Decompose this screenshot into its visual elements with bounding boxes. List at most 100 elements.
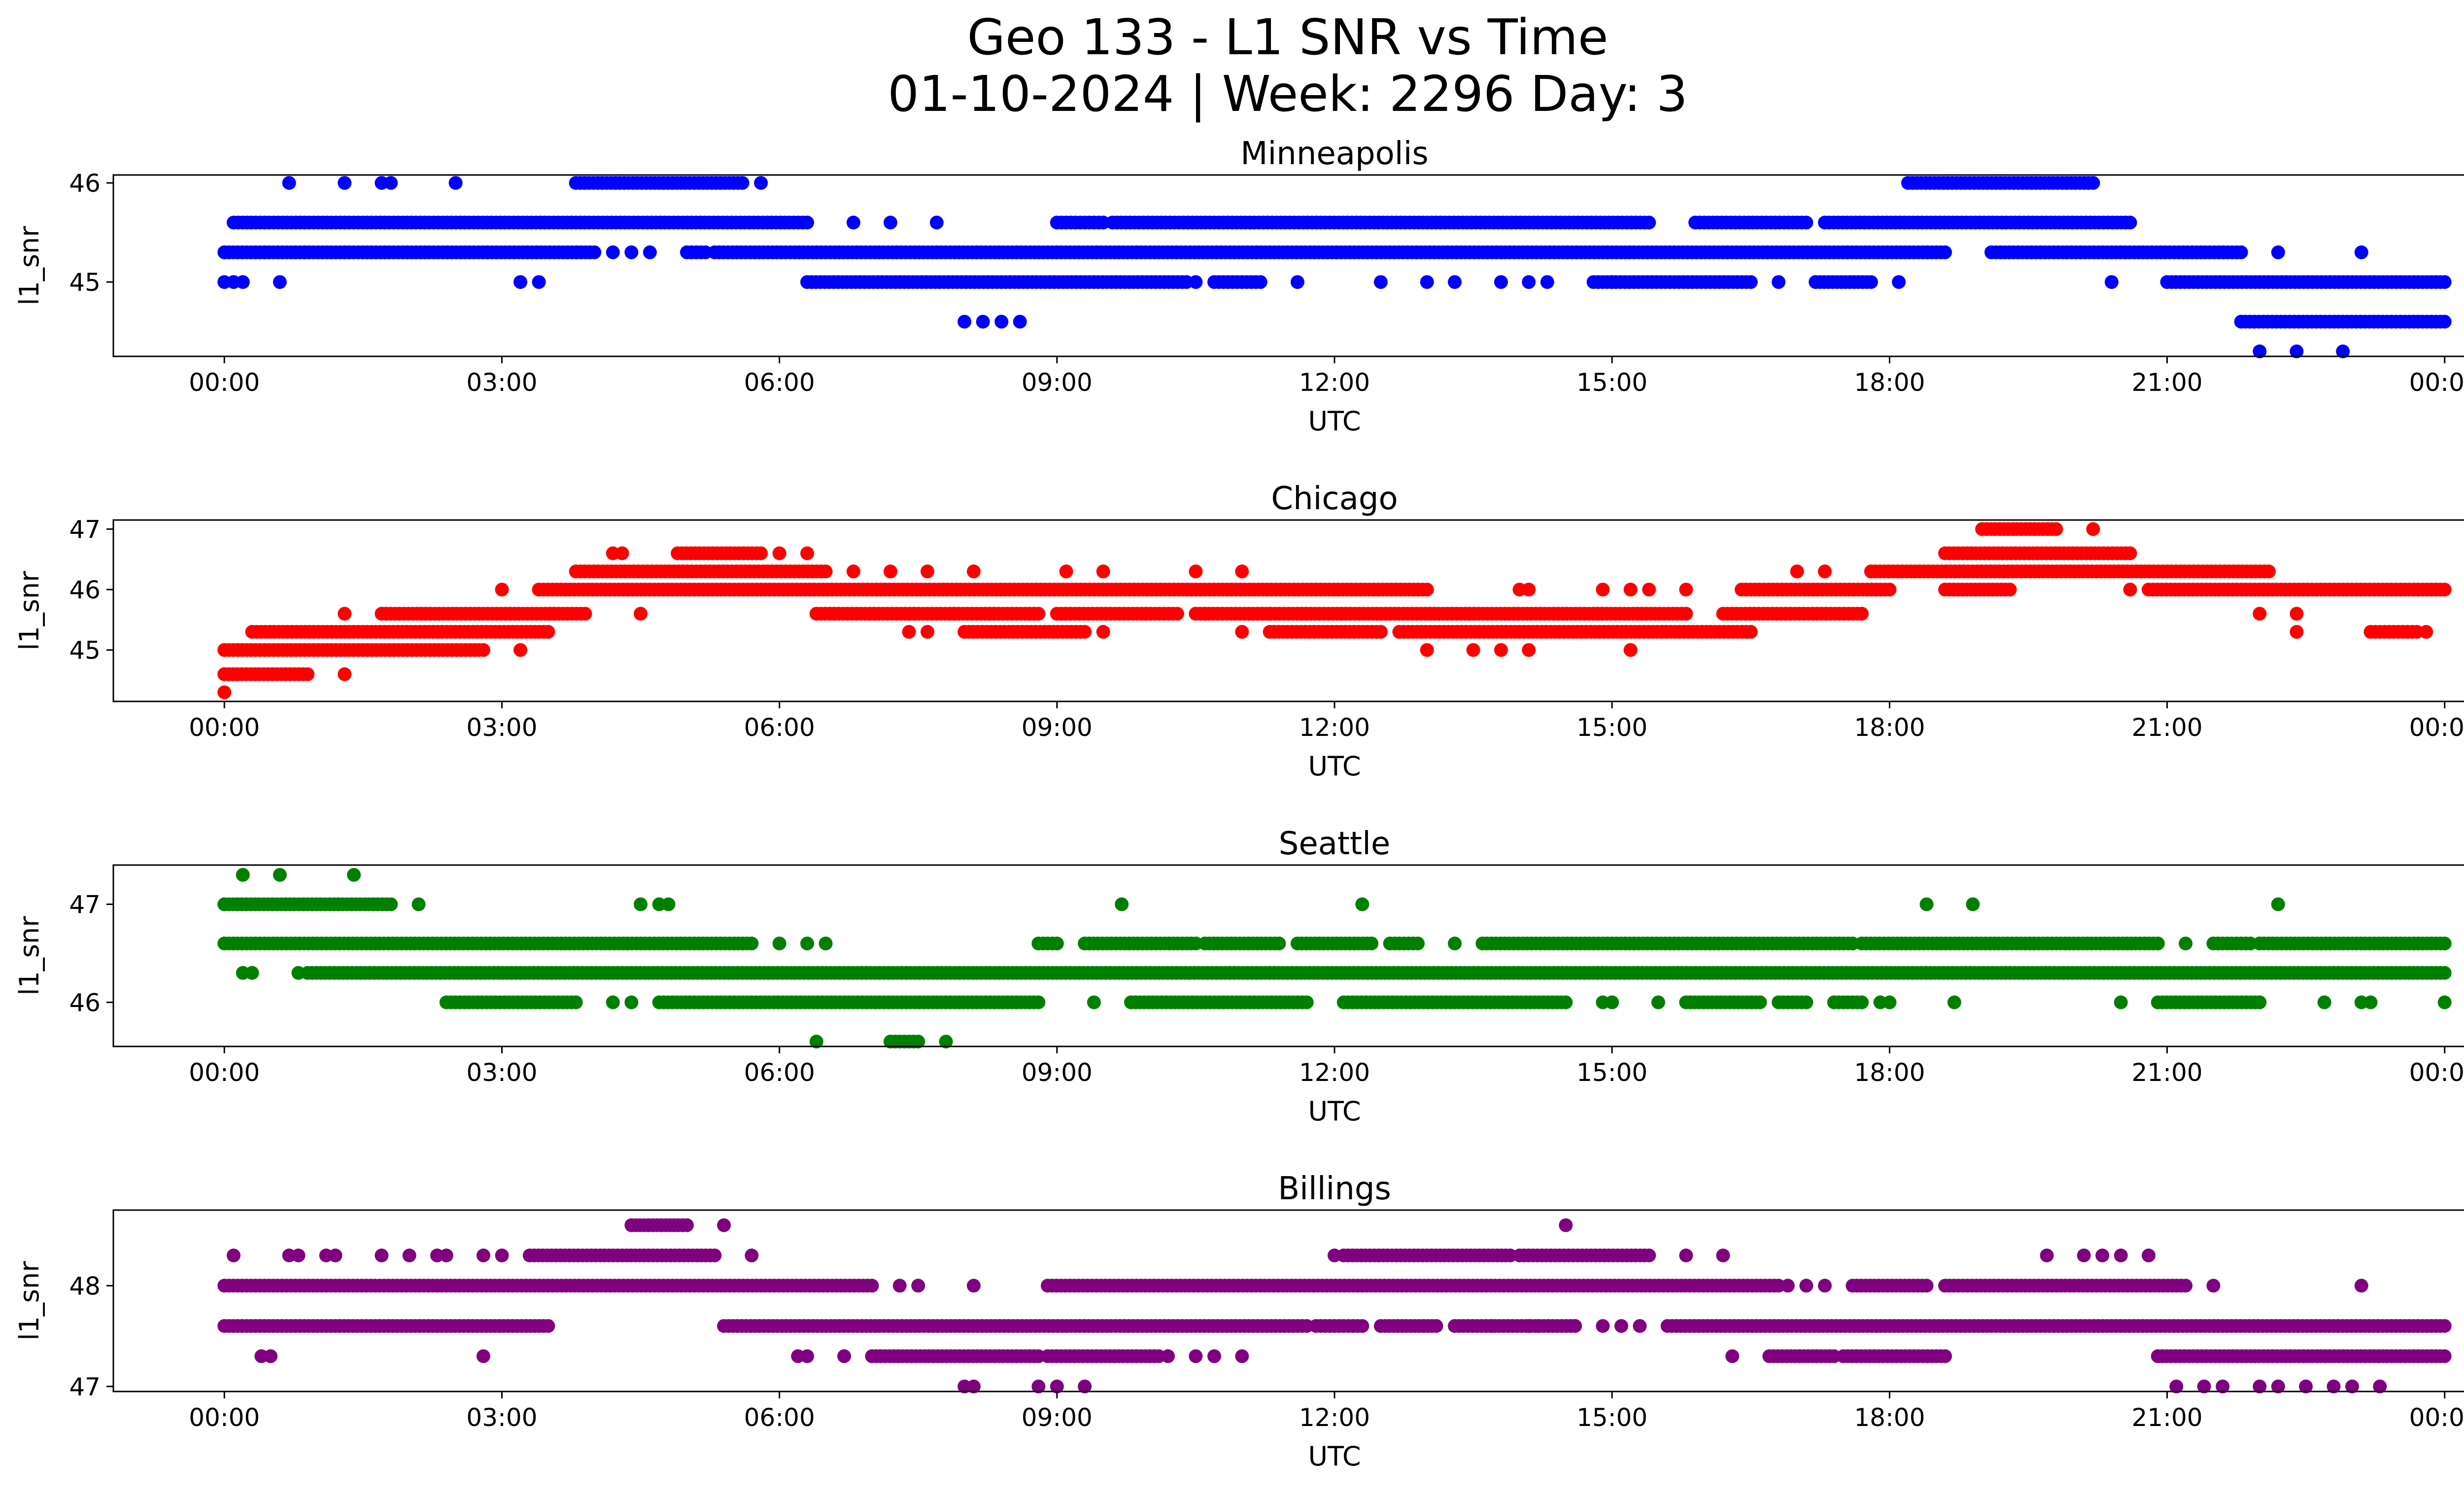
data-point bbox=[2169, 1379, 2184, 1393]
data-point bbox=[865, 1279, 879, 1293]
y-tick-label: 46 bbox=[69, 988, 101, 1017]
x-tick-label: 12:00 bbox=[1299, 368, 1370, 397]
data-point bbox=[2123, 215, 2137, 230]
data-point bbox=[921, 564, 934, 579]
x-tick-label: 03:00 bbox=[466, 1403, 537, 1432]
data-point bbox=[338, 607, 352, 621]
data-point bbox=[1605, 995, 1619, 1009]
data-point bbox=[328, 1249, 342, 1262]
data-point bbox=[217, 685, 232, 699]
data-point bbox=[2437, 1319, 2452, 1333]
data-point bbox=[883, 215, 897, 230]
data-point bbox=[1864, 275, 1878, 289]
data-point bbox=[291, 966, 306, 980]
data-point bbox=[2437, 583, 2452, 597]
data-point bbox=[800, 215, 814, 230]
x-tick-label: 03:00 bbox=[466, 1058, 537, 1087]
data-point bbox=[1170, 607, 1184, 621]
data-point bbox=[966, 1279, 981, 1293]
data-point bbox=[1799, 995, 1814, 1009]
data-point bbox=[2206, 1279, 2221, 1293]
x-tick-label: 21:00 bbox=[2131, 713, 2202, 742]
data-point bbox=[1235, 625, 1249, 639]
data-point bbox=[2040, 1249, 2054, 1262]
data-point bbox=[384, 176, 398, 190]
data-point bbox=[1272, 937, 1286, 951]
data-point bbox=[1207, 1349, 1221, 1363]
data-point bbox=[2437, 275, 2452, 289]
data-point bbox=[291, 1249, 306, 1262]
data-point bbox=[1919, 1279, 1934, 1293]
data-point bbox=[2345, 1379, 2359, 1393]
data-point bbox=[1522, 275, 1536, 289]
data-point bbox=[2049, 522, 2063, 536]
x-tick-label: 00:00 bbox=[2409, 368, 2464, 397]
data-points bbox=[217, 1218, 2452, 1393]
data-point bbox=[819, 937, 833, 951]
data-point bbox=[513, 275, 527, 289]
data-point bbox=[411, 897, 426, 911]
data-point bbox=[338, 667, 352, 681]
data-point bbox=[2003, 583, 2017, 597]
y-axis-label: l1_snr bbox=[14, 916, 45, 996]
data-point bbox=[1429, 1319, 1443, 1333]
data-point bbox=[1096, 625, 1110, 639]
y-tick-label: 47 bbox=[69, 891, 101, 919]
data-point bbox=[1623, 643, 1638, 657]
data-point bbox=[1818, 564, 1832, 579]
data-point bbox=[1753, 995, 1767, 1009]
data-point bbox=[245, 966, 259, 980]
data-point bbox=[2234, 245, 2248, 259]
y-tick-label: 47 bbox=[69, 1373, 101, 1401]
data-point bbox=[800, 1349, 814, 1363]
figure-title-line2: 01-10-2024 | Week: 2296 Day: 3 bbox=[888, 65, 1687, 123]
data-point bbox=[624, 245, 639, 259]
data-point bbox=[1623, 583, 1638, 597]
data-point bbox=[227, 1249, 240, 1262]
data-point bbox=[643, 245, 657, 259]
data-point bbox=[1411, 937, 1425, 951]
data-point bbox=[1373, 275, 1388, 289]
x-tick-label: 18:00 bbox=[1854, 1058, 1925, 1087]
data-point bbox=[745, 937, 759, 951]
data-point bbox=[2179, 937, 2193, 951]
data-point bbox=[929, 215, 944, 230]
x-tick-label: 06:00 bbox=[744, 368, 815, 397]
data-point bbox=[2373, 1379, 2387, 1393]
subplot-title: Minneapolis bbox=[1240, 136, 1428, 172]
data-point bbox=[236, 275, 250, 289]
data-point bbox=[1161, 1349, 1175, 1363]
x-tick-label: 09:00 bbox=[1022, 713, 1093, 742]
y-axis-label: l1_snr bbox=[14, 571, 45, 651]
data-point bbox=[1855, 995, 1869, 1009]
data-point bbox=[2197, 1379, 2211, 1393]
data-point bbox=[1096, 564, 1110, 579]
data-point bbox=[1078, 1379, 1092, 1393]
data-point bbox=[1355, 1319, 1369, 1333]
y-tick-label: 46 bbox=[69, 169, 101, 198]
x-axis-label: UTC bbox=[1308, 1441, 1361, 1472]
data-point bbox=[1919, 897, 1934, 911]
data-point bbox=[1679, 1249, 1693, 1262]
figure-title-line1: Geo 133 - L1 SNR vs Time bbox=[967, 8, 1608, 66]
x-tick-label: 00:00 bbox=[189, 368, 260, 397]
data-point bbox=[1882, 995, 1897, 1009]
data-point bbox=[1031, 607, 1046, 621]
data-point bbox=[2216, 1379, 2230, 1393]
data-point bbox=[1189, 275, 1203, 289]
data-point bbox=[2354, 245, 2368, 259]
data-point bbox=[264, 1349, 278, 1363]
data-point bbox=[1466, 643, 1480, 657]
data-point bbox=[1642, 583, 1656, 597]
x-tick-label: 21:00 bbox=[2131, 1058, 2202, 1087]
data-point bbox=[2142, 1249, 2156, 1262]
data-point bbox=[976, 314, 990, 329]
y-tick-label: 48 bbox=[69, 1272, 101, 1300]
data-point bbox=[800, 546, 814, 560]
data-point bbox=[2114, 1249, 2128, 1262]
data-point bbox=[1818, 1279, 1832, 1293]
data-point bbox=[273, 868, 287, 882]
data-point bbox=[1938, 245, 1952, 259]
data-point bbox=[966, 564, 981, 579]
